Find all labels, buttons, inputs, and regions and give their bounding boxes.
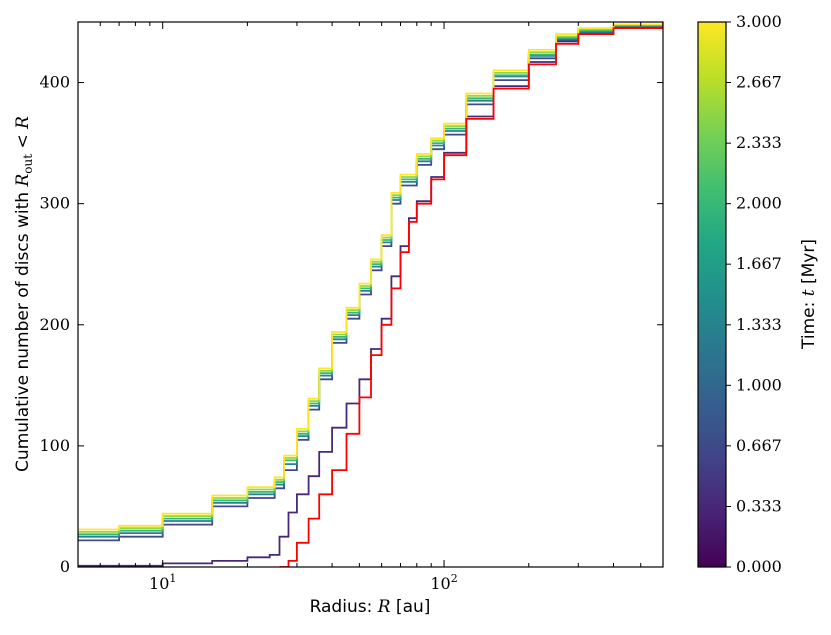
y-tick-label: 300: [39, 194, 70, 213]
colorbar-tick-label: 0.000: [736, 557, 782, 576]
y-axis-label: Cumulative number of discs with Rout < R: [13, 116, 35, 472]
colorbar-tick-label: 3.000: [736, 12, 782, 31]
colorbar-tick-label: 1.333: [736, 315, 782, 334]
series-line-t-0-333: [78, 22, 663, 567]
series-line-t-1-333: [78, 22, 663, 538]
series-line-t-0-667: [78, 22, 663, 542]
series-line-initial: [279, 22, 663, 567]
colorbar: 0.000 0.333 0.667 1.000 1.333 1.667 2.000 2.333…: [697, 12, 819, 576]
series-line-t-3-000: [78, 22, 663, 531]
plot-frame: [77, 21, 664, 568]
x-tick-label: 102: [430, 572, 457, 593]
colorbar-tick-label: 1.000: [736, 375, 782, 394]
x-axis-label: Radius: R [au]: [310, 597, 431, 617]
colorbar-ticks: 0.000 0.333 0.667 1.000 1.333 1.667 2.000 2.333…: [726, 12, 782, 576]
colorbar-gradient: [697, 21, 727, 568]
colorbar-tick-label: 1.667: [736, 254, 782, 273]
y-tick-label: 100: [39, 436, 70, 455]
series-line-t-2-667: [78, 22, 663, 533]
x-tick-label: 101: [149, 572, 176, 593]
y-tick-label: 400: [39, 73, 70, 92]
colorbar-tick-label: 2.333: [736, 133, 782, 152]
y-axis-ticks: 0 100 200 300 400: [39, 73, 663, 576]
colorbar-tick-label: 0.333: [736, 497, 782, 516]
colorbar-tick-label: 0.667: [736, 436, 782, 455]
series-line-t-2-000: [78, 22, 663, 536]
plot-area: 0 100 200 300 400 101 102: [39, 21, 664, 593]
series-layer: [78, 22, 663, 567]
colorbar-tick-label: 2.667: [736, 72, 782, 91]
y-tick-label: 200: [39, 315, 70, 334]
x-axis-ticks: 101 102: [77, 22, 664, 593]
y-tick-label: 0: [60, 557, 70, 576]
colorbar-label: Time: t [Myr]: [799, 239, 819, 350]
colorbar-tick-label: 2.000: [736, 194, 782, 213]
